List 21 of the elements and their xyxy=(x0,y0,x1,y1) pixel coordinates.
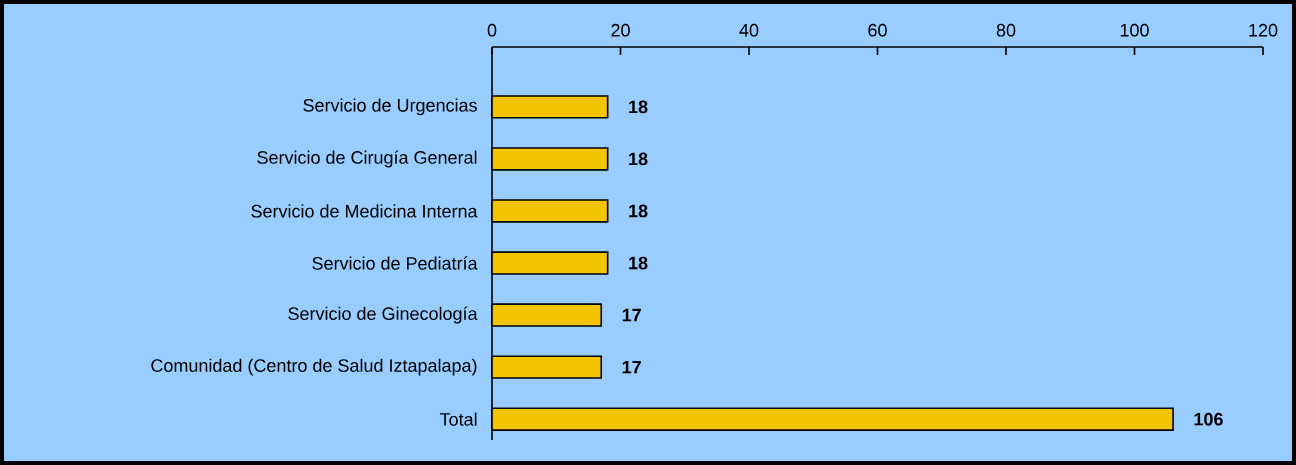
x-tick-label: 120 xyxy=(1249,23,1278,37)
data-label: 17 xyxy=(622,360,641,374)
y-tick-label: Servicio de Urgencias xyxy=(303,98,477,116)
y-tick-label: Servicio de Ginecología xyxy=(288,306,478,324)
x-tick-label: 0 xyxy=(487,23,497,37)
data-label: 18 xyxy=(629,204,648,218)
x-tick-label: 20 xyxy=(611,23,630,37)
data-label: 18 xyxy=(629,152,648,166)
data-label: 17 xyxy=(622,308,641,322)
x-tick-label: 80 xyxy=(996,23,1016,37)
y-tick-label: Comunidad (Centro de Salud Iztapalapa) xyxy=(151,358,477,376)
data-label: 106 xyxy=(1194,412,1223,426)
y-tick-label: Servicio de Pediatría xyxy=(312,256,478,270)
data-label: 18 xyxy=(629,100,648,114)
y-tick-label: Servicio de Medicina Interna xyxy=(251,204,478,218)
data-label: 18 xyxy=(629,256,648,270)
x-tick-label: 60 xyxy=(868,23,887,37)
y-tick-label: Total xyxy=(439,412,477,426)
y-tick-label: Servicio de Cirugía General xyxy=(257,150,477,168)
x-tick-label: 40 xyxy=(739,23,759,37)
x-tick-label: 100 xyxy=(1120,23,1149,37)
